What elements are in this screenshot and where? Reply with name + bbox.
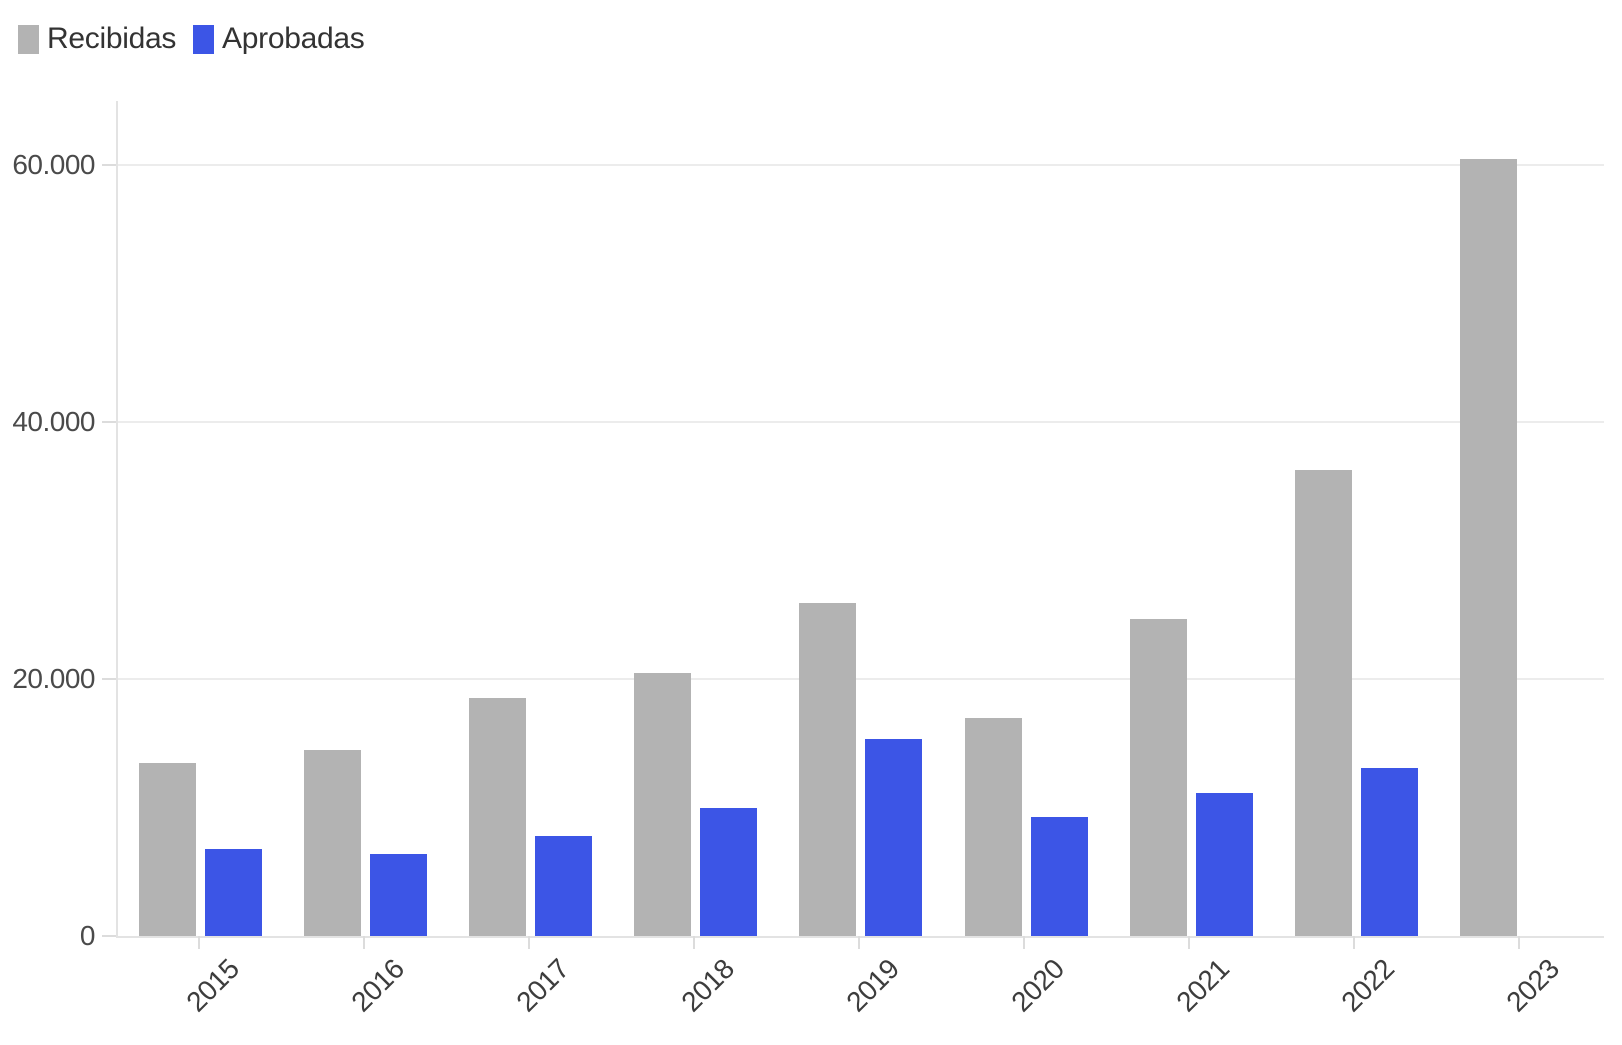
y-tick-20000 [102,678,116,681]
x-axis-label-2015: 2015 [179,953,245,1018]
bar-group-2021 [1109,101,1274,936]
bar-aprobadas-2021[interactable] [1195,793,1253,936]
x-tick-2016 [362,936,365,949]
legend-label-aprobadas: Aprobadas [222,22,365,55]
y-axis-label-0: 0 [79,920,96,951]
bar-recibidas-2017[interactable] [469,698,527,936]
bar-group-2022 [1274,101,1439,936]
bar-recibidas-2016[interactable] [304,750,362,936]
y-tick-40000 [102,421,116,424]
bar-group-2017 [448,101,613,936]
y-axis-label-20.000: 20.000 [12,663,95,695]
bar-aprobadas-2019[interactable] [865,739,923,936]
x-tick-2023 [1518,936,1521,949]
plot-area [116,101,1604,938]
legend-item-recibidas: Recibidas [18,24,176,54]
gridline-60000 [118,164,1604,167]
y-tick-60000 [102,164,116,167]
bar-group-2023 [1439,101,1604,936]
bar-aprobadas-2016[interactable] [370,854,428,936]
bar-recibidas-2019[interactable] [799,603,857,936]
legend-swatch-recibidas-icon [18,24,39,54]
bar-group-2019 [778,101,943,936]
gridline-20000 [118,678,1604,681]
x-axis-label-2022: 2022 [1335,953,1401,1018]
x-tick-2015 [197,936,200,949]
x-tick-2020 [1023,936,1026,949]
bar-aprobadas-2017[interactable] [535,836,593,936]
x-tick-2019 [858,936,860,949]
bar-group-2018 [613,101,778,936]
x-axis-label-2017: 2017 [510,953,575,1018]
x-tick-2021 [1188,936,1191,949]
bar-recibidas-2023[interactable] [1459,159,1517,936]
bar-recibidas-2022[interactable] [1294,470,1352,936]
bar-aprobadas-2018[interactable] [700,808,758,936]
bar-series [118,101,1604,936]
bar-group-2016 [283,101,448,936]
x-axis-label-2018: 2018 [675,953,740,1018]
gridline-40000 [118,421,1604,424]
bar-group-2020 [944,101,1109,936]
y-tick-0 [102,935,116,937]
x-axis-label-2021: 2021 [1170,953,1236,1018]
y-axis-label-60.000: 60.000 [12,149,95,181]
legend-label-recibidas: Recibidas [47,22,177,55]
x-tick-2018 [692,936,695,949]
x-axis-label-2020: 2020 [1005,953,1071,1018]
x-axis-label-2023: 2023 [1500,953,1566,1018]
legend-item-aprobadas: Aprobadas [193,22,365,55]
bar-aprobadas-2020[interactable] [1030,817,1088,936]
legend: Recibidas Aprobadas [18,22,365,55]
legend-swatch-aprobadas-icon [193,24,215,54]
x-axis-label-2019: 2019 [840,953,905,1018]
y-axis-label-40.000: 40.000 [12,406,95,438]
x-tick-2022 [1353,936,1356,949]
bar-recibidas-2018[interactable] [634,673,692,936]
bar-recibidas-2015[interactable] [139,763,197,936]
bar-group-2015 [118,101,283,936]
bar-recibidas-2020[interactable] [964,718,1022,936]
bar-aprobadas-2015[interactable] [205,849,263,936]
x-axis-label-2016: 2016 [345,953,410,1018]
bar-recibidas-2021[interactable] [1129,619,1187,936]
x-tick-2017 [527,936,530,949]
bar-aprobadas-2022[interactable] [1360,768,1418,936]
